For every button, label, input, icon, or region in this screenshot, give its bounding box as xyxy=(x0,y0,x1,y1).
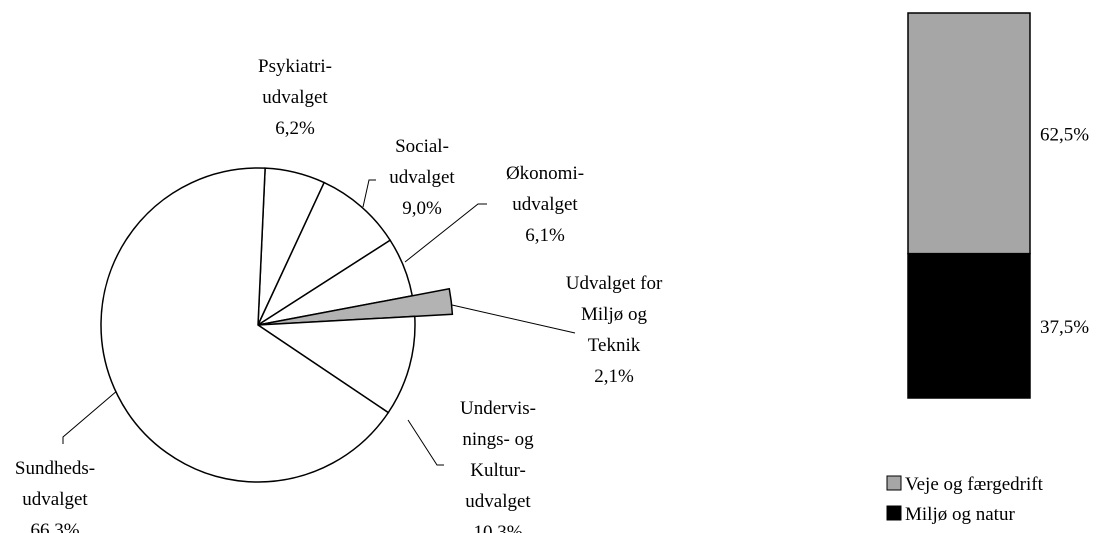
slice-value-label: 6,2% xyxy=(275,118,315,139)
legend-label: Veje og færgedrift xyxy=(905,474,1044,495)
slice-value-label: 6,1% xyxy=(525,225,565,246)
legend-label: Miljø og natur xyxy=(905,504,1015,525)
slice-label: Psykiatri-udvalget xyxy=(258,56,332,108)
bar-segment xyxy=(907,12,1031,255)
slice-label: Sundheds-udvalget xyxy=(15,458,95,510)
pie-slice xyxy=(257,287,454,326)
leader-line xyxy=(404,203,487,263)
slice-label: Økonomi-udvalget xyxy=(506,163,584,215)
leader-line xyxy=(451,304,576,334)
leader-line xyxy=(407,419,444,466)
slice-value-label: 9,0% xyxy=(402,198,442,219)
slice-label: Social-udvalget xyxy=(389,136,455,188)
slice-label: Udvalget for Miljø og Teknik xyxy=(566,273,663,356)
bar-value-label: 37,5% xyxy=(1040,317,1089,338)
pie-slice xyxy=(100,167,390,483)
slice-label: Undervis-nings- og Kultur-udvalget xyxy=(460,398,536,512)
leader-lines xyxy=(62,179,576,466)
leader-line xyxy=(362,179,376,208)
slice-value-label: 66,3% xyxy=(30,520,79,533)
pie-slice xyxy=(255,315,416,414)
bar-value-label: 62,5% xyxy=(1040,124,1089,145)
legend-swatch xyxy=(886,505,902,521)
slice-value-label: 2,1% xyxy=(594,366,634,387)
leader-line xyxy=(62,389,119,444)
legend-swatch xyxy=(886,475,902,491)
pie-slice xyxy=(256,181,392,328)
bar-segment xyxy=(907,252,1031,399)
slice-value-label: 10,3% xyxy=(473,522,522,533)
